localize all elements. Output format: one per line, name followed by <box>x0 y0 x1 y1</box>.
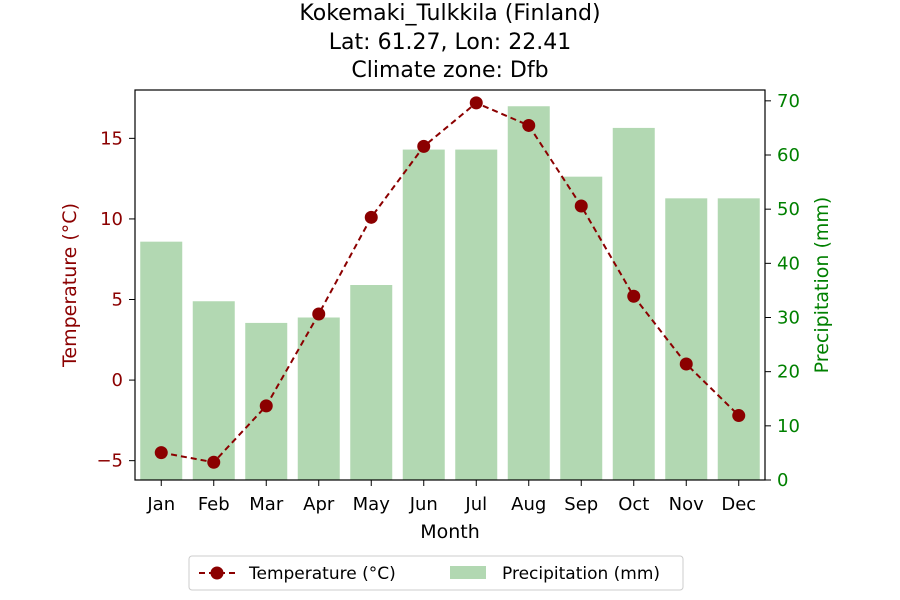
temperature-series-line <box>161 101 740 464</box>
precipitation-bar-jan <box>140 241 183 480</box>
precipitation-tick-label: 20 <box>777 362 800 383</box>
temperature-point-may <box>364 210 378 224</box>
month-axis-ticks: Jan Feb Mar Apr May Jun Jul Aug Sep Oct Nov Dec <box>146 480 756 515</box>
temperature-tick-label: 15 <box>100 128 123 149</box>
precipitation-bar-apr <box>297 317 340 480</box>
temperature-point-jun <box>417 139 431 153</box>
temperature-point-dec <box>732 409 746 423</box>
chart-title-line-3: Climate zone: Dfb <box>351 58 548 83</box>
precipitation-tick-label: 10 <box>777 416 800 437</box>
temperature-tick-label: 5 <box>112 290 123 311</box>
precipitation-bar-oct <box>612 127 655 481</box>
precipitation-bar-nov <box>665 198 708 481</box>
month-tick-label: Mar <box>249 494 284 515</box>
legend-precipitation-swatch <box>450 566 486 579</box>
precipitation-tick-label: 60 <box>777 145 800 166</box>
month-tick-label: Jan <box>146 494 175 515</box>
legend-temperature-label: Temperature (°C) <box>248 564 396 584</box>
chart-title: Kokemaki_Tulkkila (Finland) Lat: 61.27, … <box>299 1 600 83</box>
temperature-point-apr <box>312 307 326 321</box>
month-axis-label: Month <box>420 521 480 543</box>
precipitation-bar-feb <box>192 301 235 480</box>
precipitation-bar-dec <box>717 198 760 481</box>
precipitation-bar-jul <box>455 149 498 481</box>
month-tick-label: Jun <box>409 494 438 515</box>
month-tick-label: Dec <box>721 494 756 515</box>
month-tick-label: Apr <box>303 494 335 515</box>
legend-box <box>188 555 684 591</box>
precipitation-tick-label: 50 <box>777 199 800 220</box>
precipitation-tick-label: 30 <box>777 308 800 329</box>
precipitation-tick-label: 0 <box>777 470 788 491</box>
precipitation-axis-label: Precipitation (mm) <box>811 197 833 374</box>
month-tick-label: Jul <box>464 494 487 515</box>
temperature-point-jan <box>154 446 168 460</box>
month-tick-label: May <box>353 494 391 515</box>
precipitation-bar-aug <box>507 106 550 480</box>
precipitation-axis-ticks: 0 10 20 30 40 50 60 70 <box>765 91 800 491</box>
chart-title-line-1: Kokemaki_Tulkkila (Finland) <box>299 1 600 26</box>
month-tick-label: Nov <box>669 494 704 515</box>
precipitation-bar-jun <box>402 149 445 481</box>
temperature-point-mar <box>259 399 273 413</box>
temperature-point-aug <box>522 118 536 132</box>
temperature-tick-label: 0 <box>112 370 123 391</box>
precipitation-tick-label: 70 <box>777 91 800 112</box>
temperature-axis-label: Temperature (°C) <box>59 203 81 368</box>
legend-precipitation-label: Precipitation (mm) <box>502 564 660 584</box>
legend: Temperature (°C) Precipitation (mm) <box>188 555 684 591</box>
temperature-line <box>154 96 746 469</box>
temperature-point-oct <box>627 289 641 303</box>
month-tick-label: Oct <box>618 494 649 515</box>
month-tick-label: Sep <box>564 494 598 515</box>
temperature-tick-label: −5 <box>96 451 123 472</box>
temperature-tick-label: 10 <box>100 209 123 230</box>
month-tick-label: Feb <box>198 494 230 515</box>
temperature-point-feb <box>207 455 221 469</box>
chart-title-line-2: Lat: 61.27, Lon: 22.41 <box>329 30 571 55</box>
plot-frame <box>134 89 766 481</box>
precipitation-bars <box>140 106 760 481</box>
precipitation-bar-may <box>350 285 393 480</box>
temperature-point-nov <box>679 357 693 371</box>
temperature-axis-ticks: −5 0 5 10 15 <box>96 128 135 472</box>
month-tick-label: Aug <box>511 494 546 515</box>
legend-temperature-marker <box>210 566 224 580</box>
precipitation-tick-label: 40 <box>777 253 800 274</box>
temperature-point-sep <box>574 199 588 213</box>
temperature-point-jul <box>469 96 483 110</box>
precipitation-bar-sep <box>560 176 603 480</box>
